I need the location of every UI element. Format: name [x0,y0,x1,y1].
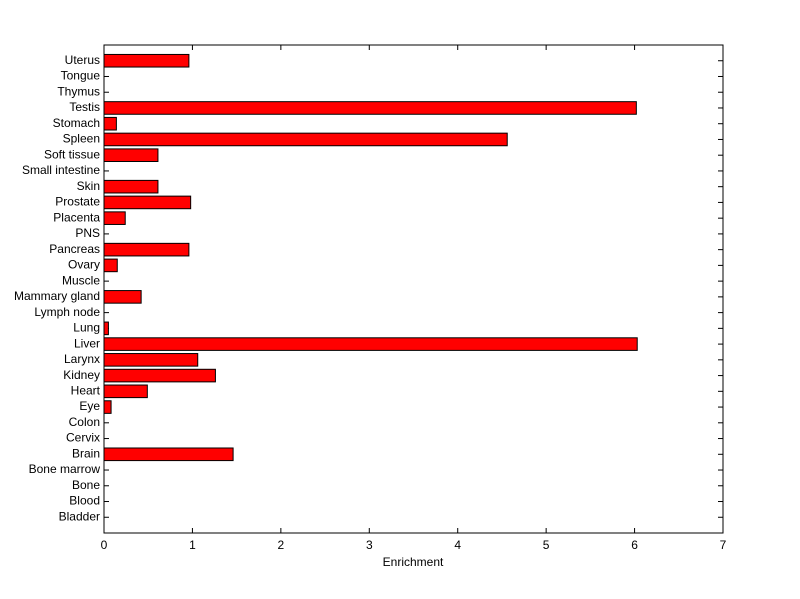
bar [103,101,637,115]
y-tick-label: Bladder [59,509,100,523]
x-tick-label: 2 [278,538,285,552]
y-tick-label: Kidney [63,368,100,382]
bar [103,321,109,336]
y-tick-label: Skin [77,179,100,193]
y-tick-label: Bone [72,478,100,492]
y-tick-label: Colon [69,415,100,429]
y-tick-label: Small intestine [22,163,100,177]
bar [103,148,159,162]
x-tick-label: 4 [454,538,461,552]
plot-frame [103,44,724,534]
y-tick-label: Pancreas [49,242,100,256]
y-tick-label: Lung [73,321,100,335]
bar [103,290,142,304]
y-tick-label: Testis [69,100,100,114]
y-tick-label: Liver [74,336,100,350]
x-tick-label: 7 [720,538,727,552]
bar [103,447,234,462]
bar [103,258,118,273]
y-tick-label: Spleen [63,132,100,146]
bar [103,337,638,351]
y-tick-label: Muscle [62,273,100,287]
x-tick-label: 5 [543,538,550,552]
x-tick-label: 0 [101,538,108,552]
y-tick-label: Larynx [64,352,100,366]
y-tick-label: Stomach [53,116,100,130]
y-tick-label: Bone marrow [29,462,101,476]
y-tick-label: Ovary [68,258,100,272]
bar [103,116,117,131]
y-tick-label: Placenta [53,210,100,224]
x-tick-label: 1 [189,538,196,552]
bar [103,400,112,414]
bar [103,242,190,257]
bar [103,53,190,68]
x-tick-label: 3 [366,538,373,552]
bar [103,179,159,194]
x-axis-label: Enrichment [383,555,444,569]
y-tick-label: Heart [71,383,101,397]
bar [103,384,148,399]
y-tick-label: Lymph node [34,305,100,319]
y-tick-label: Cervix [66,431,100,445]
y-tick-label: Thymus [57,84,100,98]
bar [103,132,508,147]
bar [103,368,216,383]
y-tick-label: Prostate [55,195,100,209]
y-tick-label: Blood [69,494,100,508]
x-tick-label: 6 [631,538,638,552]
bar [103,211,126,225]
y-tick-label: Uterus [65,53,100,67]
bar [103,195,192,210]
y-tick-label: PNS [75,226,100,240]
y-tick-label: Tongue [61,69,101,83]
y-tick-label: Eye [79,399,100,413]
y-tick-label: Soft tissue [44,147,100,161]
y-tick-label: Mammary gland [14,289,100,303]
bar [103,353,199,367]
y-tick-label: Brain [72,446,100,460]
